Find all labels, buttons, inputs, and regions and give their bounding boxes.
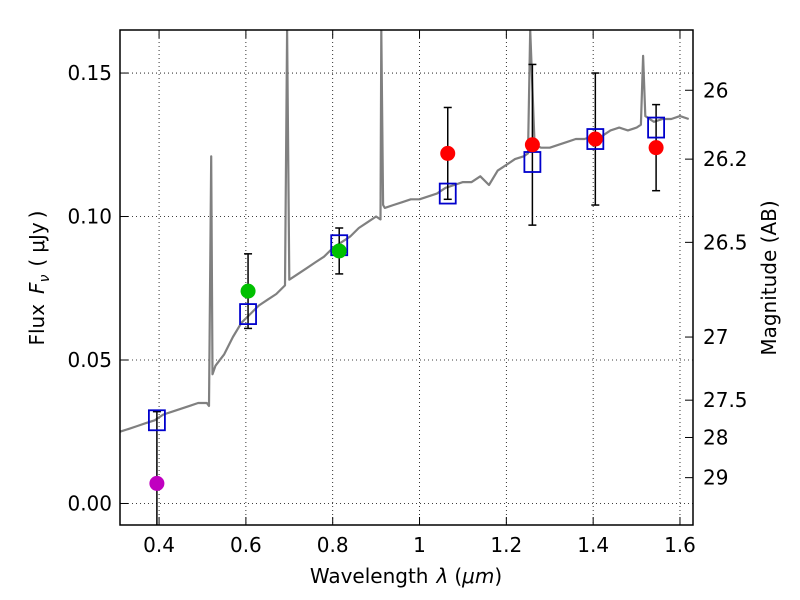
- x-axis-label-text: Wavelength: [310, 564, 429, 588]
- observed-photometry-point: [587, 131, 603, 147]
- axis-ticks: 0.4 0.6 0.8 1 1.2 1.4 1.6 0.00 0.05 0.10 0.15 26 26.…: [67, 30, 748, 557]
- y-tick-label: 0.10: [67, 205, 112, 229]
- model-photometry-square: [647, 116, 666, 139]
- y-tick-label: 0.15: [67, 61, 112, 85]
- observed-photometry-point: [648, 140, 664, 156]
- x-tick-label: 1.2: [490, 533, 522, 557]
- x-tick-label: 1: [413, 533, 426, 557]
- y2-tick-label: 27: [703, 325, 728, 349]
- grid-lines: [120, 30, 693, 525]
- x-tick-label: 0.6: [230, 533, 262, 557]
- y2-tick-label: 26.2: [703, 147, 748, 171]
- y-tick-label: 0.05: [67, 348, 112, 372]
- y2-tick-label: 28: [703, 425, 728, 449]
- x-axis-symbol: λ: [435, 564, 448, 588]
- y-tick-label: 0.00: [67, 491, 112, 515]
- axes-frame: [119, 29, 694, 526]
- model-spectrum-line: [120, 30, 690, 433]
- y2-tick-label: 27.5: [703, 388, 748, 412]
- y-axis-symbol: F: [25, 282, 49, 294]
- observed-photometry-point: [149, 475, 165, 491]
- y-axis-unit: μJy: [25, 222, 49, 253]
- x-tick-label: 1.4: [577, 533, 609, 557]
- model-photometry-square: [239, 303, 257, 325]
- x-tick-label: 1.6: [664, 533, 696, 557]
- x-tick-label: 0.4: [143, 533, 175, 557]
- model-photometry-square: [438, 182, 457, 205]
- observed-photometry-point: [240, 283, 256, 299]
- x-axis-unit: μm: [461, 564, 494, 588]
- y2-tick-label: 26: [703, 78, 728, 102]
- y2-tick-label: 29: [703, 466, 728, 490]
- model-photometry-square: [586, 128, 605, 150]
- y-axis-label-text: Flux: [25, 304, 49, 346]
- x-axis-label: Wavelength λ (μm): [310, 564, 502, 588]
- x-tick-label: 0.8: [317, 533, 349, 557]
- y-axis-label: FluxFν(μJy): [25, 210, 53, 345]
- y2-axis-label: Magnitude (AB): [757, 200, 781, 355]
- y2-tick-label: 26.5: [703, 230, 748, 254]
- y-axis-subscript: ν: [37, 274, 53, 282]
- observed-photometry-point: [524, 137, 540, 153]
- observed-photometry-point: [331, 243, 347, 259]
- observed-photometry-point: [440, 145, 456, 161]
- plot-area: [120, 30, 690, 525]
- model-photometry-square: [147, 409, 166, 432]
